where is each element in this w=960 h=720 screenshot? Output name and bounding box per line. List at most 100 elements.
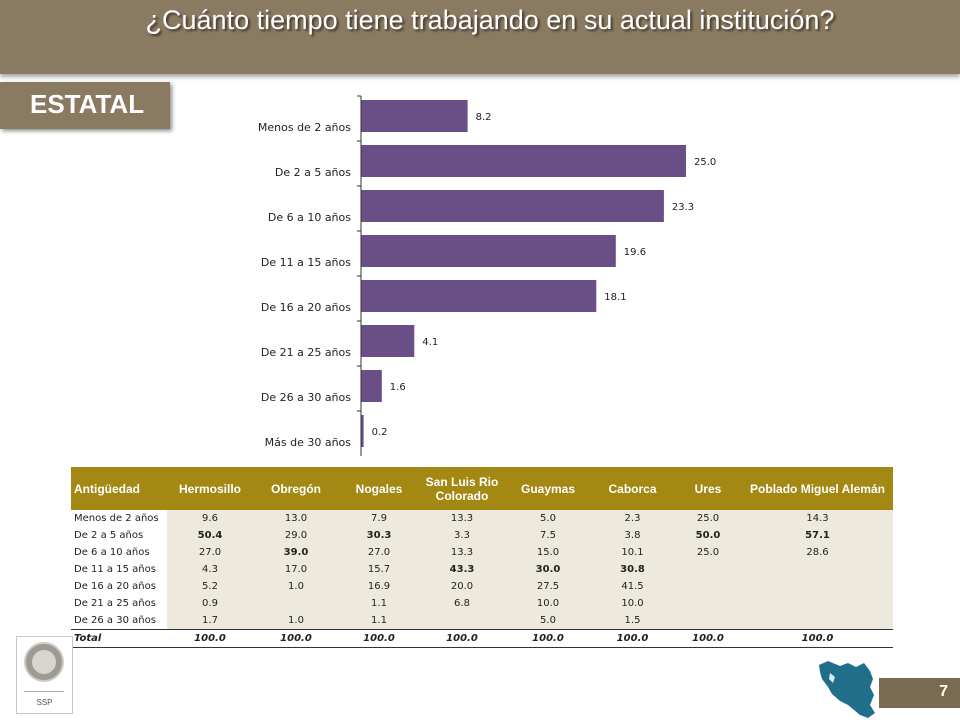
table-cell: 10.0 — [591, 595, 674, 612]
table-total-cell: 100.0 — [742, 629, 893, 648]
table-cell: 1.1 — [339, 612, 419, 630]
bar — [361, 325, 415, 357]
table-cell: 9.6 — [167, 510, 253, 527]
table-cell: 6.8 — [419, 595, 505, 612]
page-number-badge: 7 — [879, 678, 960, 708]
table-cell: 1.1 — [339, 595, 419, 612]
table-total-cell: 100.0 — [591, 629, 674, 648]
bar — [361, 100, 468, 132]
table-cell — [742, 578, 893, 595]
table-cell: 2.3 — [591, 510, 674, 527]
data-table: Antigüedad Hermosillo Obregón Nogales San Lu… — [71, 467, 893, 648]
value-label: 23.3 — [672, 202, 694, 213]
table-cell: 20.0 — [419, 578, 505, 595]
table-cell: 3.8 — [591, 527, 674, 544]
table-cell: 25.0 — [674, 544, 742, 561]
table-total-cell: 100.0 — [419, 629, 505, 648]
table-body: Menos de 2 años 9.6 13.0 7.9 13.3 5.0 2.3 25.0 1… — [71, 510, 893, 648]
category-labels: Menos de 2 años De 2 a 5 años De 6 a 10 añ… — [258, 121, 351, 449]
table-total-cell: 100.0 — [167, 629, 253, 648]
table-cell: Menos de 2 años — [71, 510, 167, 527]
table-cell — [742, 595, 893, 612]
table-cell: 5.0 — [505, 612, 591, 630]
value-label: 8.2 — [476, 112, 492, 123]
table-cell: 41.5 — [591, 578, 674, 595]
logo-text: SSP — [36, 698, 53, 707]
table-cell: 39.0 — [253, 544, 339, 561]
bar-chart: Menos de 2 años De 2 a 5 años De 6 a 10 añ… — [258, 95, 717, 456]
table-cell: 10.1 — [591, 544, 674, 561]
category-label: De 16 a 20 años — [261, 301, 351, 314]
table-cell: 15.0 — [505, 544, 591, 561]
value-labels: 8.2 25.0 23.3 19.6 18.1 4.1 1.6 0.2 — [372, 112, 717, 438]
table-row: De 2 a 5 años 50.4 29.0 30.3 3.3 7.5 3.8 50.0 57… — [71, 527, 893, 544]
bar — [361, 190, 664, 222]
bar — [361, 415, 364, 447]
table-header-cell: Nogales — [339, 467, 419, 510]
estatal-label: ESTATAL — [30, 89, 145, 119]
table-row: De 6 a 10 años 27.0 39.0 27.0 13.3 15.0 10.1 25… — [71, 544, 893, 561]
value-label: 0.2 — [372, 427, 388, 438]
bar — [361, 280, 597, 312]
category-label: De 26 a 30 años — [261, 391, 351, 404]
table-cell: De 16 a 20 años — [71, 578, 167, 595]
table-cell: De 21 a 25 años — [71, 595, 167, 612]
table-row: De 26 a 30 años 1.7 1.0 1.1 5.0 1.5 — [71, 612, 893, 630]
table-cell: De 26 a 30 años — [71, 612, 167, 630]
page-title: ¿Cuánto tiempo tiene trabajando en su ac… — [145, 5, 835, 35]
table-cell: 13.0 — [253, 510, 339, 527]
table-cell — [674, 595, 742, 612]
category-label: Menos de 2 años — [258, 121, 351, 134]
table-cell: 30.0 — [505, 561, 591, 578]
table-row: De 16 a 20 años 5.2 1.0 16.9 20.0 27.5 41.5 — [71, 578, 893, 595]
logo-divider — [24, 691, 64, 692]
table-cell: 28.6 — [742, 544, 893, 561]
table-total-cell: Total — [71, 629, 167, 648]
table-header-cell: Caborca — [591, 467, 674, 510]
table-cell: 5.0 — [505, 510, 591, 527]
bar — [361, 145, 686, 177]
table-cell: 27.0 — [167, 544, 253, 561]
table-cell — [674, 578, 742, 595]
table-cell — [674, 561, 742, 578]
category-label: De 2 a 5 años — [275, 166, 351, 179]
value-label: 19.6 — [624, 247, 646, 258]
table-cell: 1.7 — [167, 612, 253, 630]
value-label: 25.0 — [694, 157, 716, 168]
category-label: Más de 30 años — [265, 436, 352, 449]
table-cell: 0.9 — [167, 595, 253, 612]
table-cell: 27.0 — [339, 544, 419, 561]
table-cell: 4.3 — [167, 561, 253, 578]
category-label: De 11 a 15 años — [261, 256, 351, 269]
table-cell: De 6 a 10 años — [71, 544, 167, 561]
category-label: De 6 a 10 años — [268, 211, 351, 224]
sonora-map-icon — [819, 661, 875, 718]
table-header-cell: Poblado Miguel Alemán — [742, 467, 893, 510]
table-cell: 27.5 — [505, 578, 591, 595]
table-total-cell: 100.0 — [253, 629, 339, 648]
table-cell: 7.9 — [339, 510, 419, 527]
ssp-logo: SSP — [16, 636, 73, 714]
table-total-row: Total 100.0 100.0 100.0 100.0 100.0 100.0 100.0… — [71, 629, 893, 648]
table-cell: 30.3 — [339, 527, 419, 544]
table-header-row: Antigüedad Hermosillo Obregón Nogales San Lu… — [71, 467, 893, 510]
bar — [361, 235, 616, 267]
table-header-cell: Antigüedad — [71, 467, 167, 510]
bar — [361, 370, 382, 402]
table-row: De 11 a 15 años 4.3 17.0 15.7 43.3 30.0 30.8 — [71, 561, 893, 578]
title-bar: ¿Cuánto tiempo tiene trabajando en su ac… — [0, 0, 960, 74]
value-label: 1.6 — [390, 382, 406, 393]
table-total-cell: 100.0 — [674, 629, 742, 648]
table-cell: 50.4 — [167, 527, 253, 544]
table-header-cell: Guaymas — [505, 467, 591, 510]
table-cell: 13.3 — [419, 544, 505, 561]
table-cell: 10.0 — [505, 595, 591, 612]
table-cell: 5.2 — [167, 578, 253, 595]
table-cell: 57.1 — [742, 527, 893, 544]
table-header-cell: Hermosillo — [167, 467, 253, 510]
table-cell: 14.3 — [742, 510, 893, 527]
table-row: Menos de 2 años 9.6 13.0 7.9 13.3 5.0 2.3 25.0 1… — [71, 510, 893, 527]
table-total-cell: 100.0 — [339, 629, 419, 648]
table-cell — [419, 612, 505, 630]
table-cell — [742, 612, 893, 630]
